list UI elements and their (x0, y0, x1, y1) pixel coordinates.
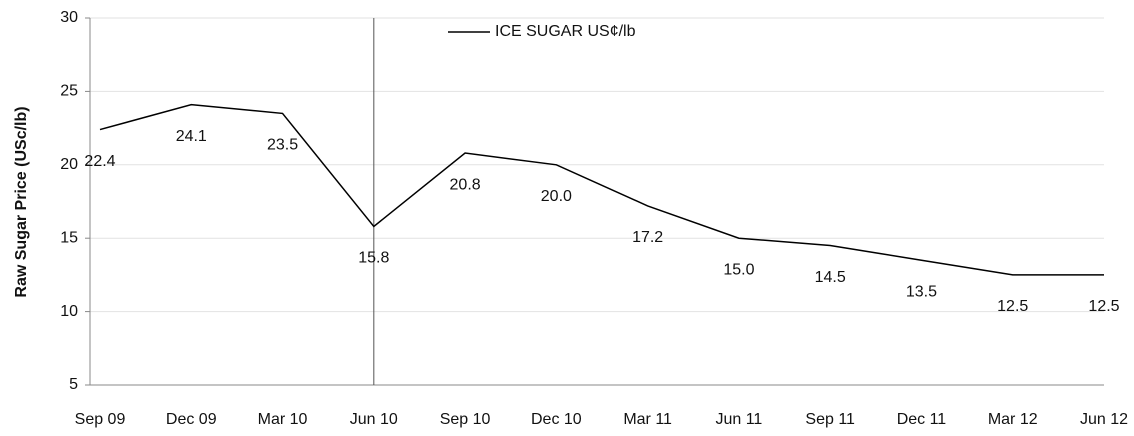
data-label: 15.8 (358, 250, 389, 267)
x-tick-label: Sep 10 (440, 411, 491, 428)
x-tick-label: Mar 10 (258, 411, 308, 428)
legend-label: ICE SUGAR US¢/lb (495, 23, 636, 40)
y-tick-label: 15 (60, 229, 78, 246)
data-label: 13.5 (906, 283, 937, 300)
x-tick-label: Sep 11 (805, 411, 855, 428)
data-label: 12.5 (997, 298, 1028, 315)
y-tick-label: 30 (60, 9, 78, 26)
x-tick-label: Jun 12 (1080, 411, 1128, 428)
y-axis-label: Raw Sugar Price (USc/lb) (13, 106, 30, 297)
y-tick-label: 20 (60, 156, 78, 173)
x-tick-label: Sep 09 (75, 411, 126, 428)
x-tick-label: Mar 12 (988, 411, 1038, 428)
data-label: 14.5 (815, 269, 846, 286)
data-label: 15.0 (723, 261, 754, 278)
data-label: 20.8 (450, 176, 481, 193)
x-tick-label: Jun 10 (350, 411, 398, 428)
x-tick-label: Dec 09 (166, 411, 217, 428)
x-tick-label: Jun 11 (715, 411, 762, 428)
data-label: 23.5 (267, 137, 298, 154)
data-label: 17.2 (632, 229, 663, 246)
y-tick-label: 10 (60, 303, 78, 320)
data-label: 12.5 (1088, 298, 1119, 315)
data-label: 20.0 (541, 188, 572, 205)
x-tick-label: Dec 10 (531, 411, 582, 428)
x-tick-label: Mar 11 (623, 411, 672, 428)
y-tick-label: 25 (60, 83, 78, 100)
data-label: 24.1 (176, 128, 207, 145)
x-tick-label: Dec 11 (897, 411, 947, 428)
data-label: 22.4 (84, 153, 115, 170)
y-tick-label: 5 (69, 376, 78, 393)
line-series (99, 103, 1104, 276)
